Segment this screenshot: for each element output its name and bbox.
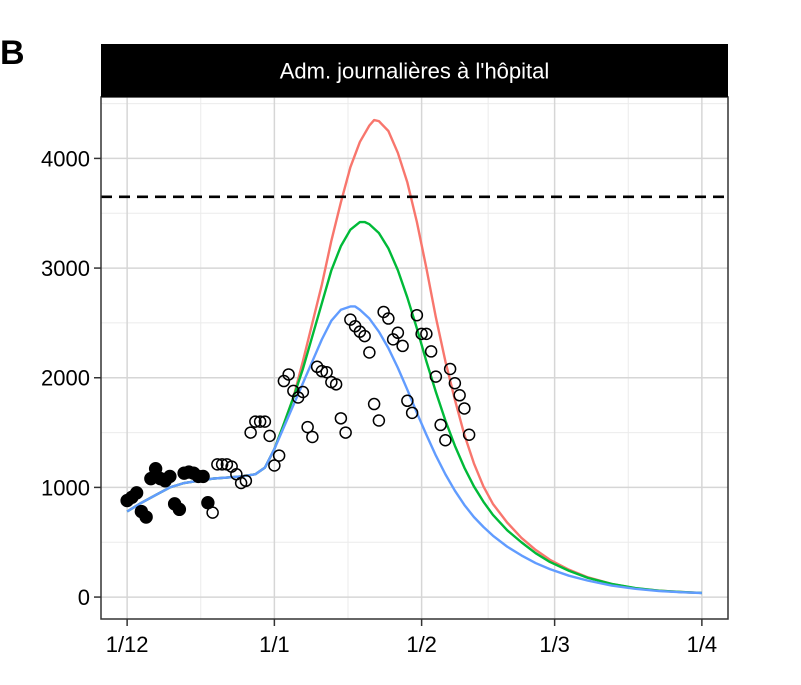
data-point-open	[211, 458, 224, 471]
data-point-open	[296, 385, 310, 399]
data-point-open	[367, 397, 381, 411]
data-point-open	[282, 368, 295, 381]
data-point-open	[334, 412, 348, 425]
y-tick-label: 2000	[41, 366, 90, 391]
grid-minor	[101, 97, 728, 619]
data-point-open	[253, 415, 267, 428]
data-point-open	[339, 426, 352, 439]
series-line-3	[126, 305, 702, 595]
data-point-open	[405, 406, 419, 420]
data-point-filled	[129, 486, 144, 500]
data-point-open	[258, 415, 272, 428]
axis-ticks: 1/12 1/1 1/2 1/3 1/4 0 1000 2000 3000 4000	[41, 146, 717, 657]
series-layer	[126, 118, 702, 595]
data-point-open	[215, 458, 229, 471]
data-point-open	[206, 506, 219, 519]
data-point-open	[363, 346, 376, 359]
data-point-open	[458, 402, 471, 415]
data-point-open	[249, 415, 262, 428]
y-tick-label: 1000	[41, 475, 90, 500]
data-point-open	[268, 459, 281, 472]
y-tick-label: 0	[78, 585, 90, 610]
title-strip	[101, 44, 728, 97]
data-point-open	[320, 366, 333, 379]
x-tick-label: 1/4	[687, 632, 718, 657]
data-point-open	[358, 329, 371, 343]
chart-title: Adm. journalières à l'hôpital	[280, 59, 550, 84]
data-point-filled	[172, 502, 187, 517]
data-point-open	[272, 449, 286, 462]
data-point-open	[329, 378, 343, 391]
data-point-open	[443, 362, 457, 376]
data-point-open	[301, 420, 314, 434]
x-tick-label: 1/12	[106, 632, 149, 657]
data-point-filled	[139, 510, 153, 524]
data-point-open	[439, 433, 452, 447]
data-point-open	[391, 326, 405, 340]
data-point-open	[244, 426, 257, 439]
grid-major	[101, 97, 728, 619]
data-point-open	[453, 389, 466, 402]
panel-tag: B	[0, 34, 25, 72]
data-point-open	[396, 339, 409, 353]
x-tick-label: 1/1	[259, 632, 290, 657]
data-point-open	[382, 312, 395, 325]
x-tick-label: 1/2	[406, 632, 437, 657]
y-tick-label: 4000	[41, 146, 90, 171]
data-point-open	[434, 418, 447, 432]
data-point-open	[263, 429, 276, 443]
data-point-open	[448, 376, 462, 390]
points-layer	[120, 305, 476, 524]
data-point-open	[239, 474, 253, 488]
data-point-open	[372, 414, 386, 427]
data-point-open	[306, 430, 319, 444]
data-point-open	[315, 364, 329, 378]
data-point-open	[410, 308, 424, 322]
data-point-open	[401, 394, 414, 408]
data-point-open	[462, 428, 476, 442]
data-point-open	[429, 370, 443, 383]
data-point-open	[415, 327, 428, 341]
y-tick-label: 3000	[41, 256, 90, 281]
data-point-open	[424, 345, 438, 358]
data-point-open	[420, 327, 433, 341]
data-point-filled	[196, 469, 210, 484]
x-tick-label: 1/3	[539, 632, 570, 657]
plot-background	[101, 97, 728, 619]
data-point-filled	[163, 469, 177, 484]
